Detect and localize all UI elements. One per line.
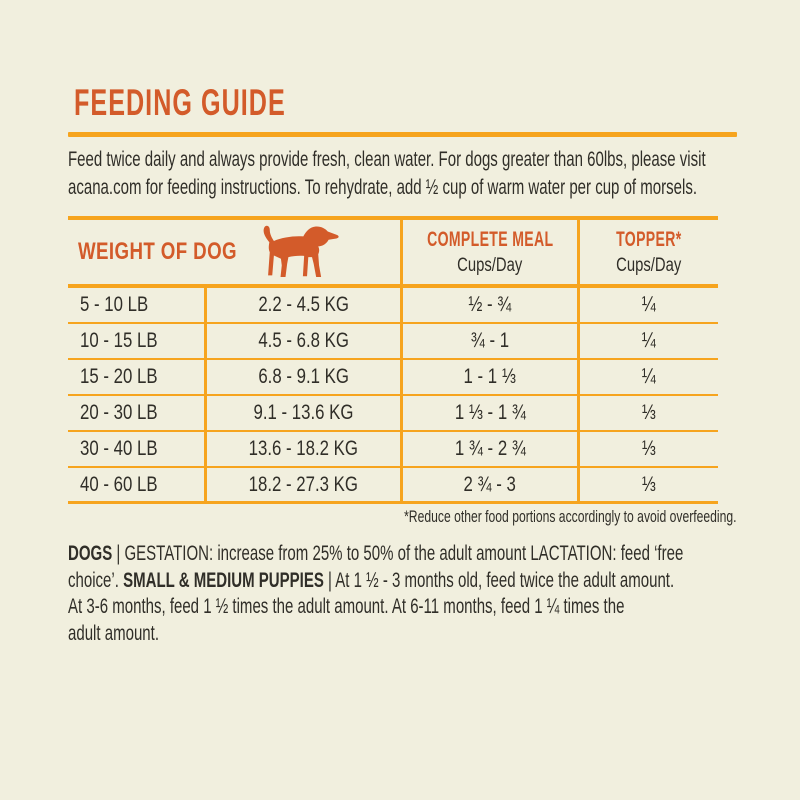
care-paragraph-line: choice’. SMALL & MEDIUM PUPPIES | At 1 ½… [68,568,675,592]
table-footnote: *Reduce other food portions accordingly … [404,507,737,526]
table-cell-kg: 4.5 - 6.8 KG [204,324,400,358]
table-cell-topper: ¼ [577,360,718,394]
table-cell-topper: ⅓ [577,396,718,430]
intro-line: Feed twice daily and always provide fres… [68,148,706,171]
complete-meal-unit: Cups/Day [457,254,523,276]
intro-line: acana.com for feeding instructions. To r… [68,175,697,199]
intro-text: Feed twice daily and always provide fres… [68,146,737,201]
care-paragraph-line: DOGS | GESTATION: increase from 25% to 5… [68,542,684,565]
table-cell-topper: ⅓ [577,432,718,466]
table-cell-topper: ¼ [577,324,718,358]
table-cell-lb: 10 - 15 LB [80,329,158,352]
table-cell-lb: 15 - 20 LB [80,365,158,388]
care-paragraph: DOGS | GESTATION: increase from 25% to 5… [68,541,737,647]
table-cell-meal: ¾ - 1 [400,324,577,358]
table-cell-topper: ⅓ [577,468,718,501]
table-cell-lb: 30 - 40 LB [80,437,158,460]
weight-of-dog-label: WEIGHT OF DOG [78,238,237,265]
table-cell-lb: 5 - 10 LB [80,293,149,316]
care-paragraph-line: adult amount. [68,621,159,645]
table-cell-lb: 20 - 30 LB [80,401,158,424]
table-cell-meal: 2 ¾ - 3 [400,468,577,501]
complete-meal-label: COMPLETE MEAL [426,227,554,251]
header-weight-of-dog: WEIGHT OF DOG [68,220,400,284]
table-cell-kg: 13.6 - 18.2 KG [204,432,400,466]
table-cell-kg: 2.2 - 4.5 KG [204,288,400,322]
table-header: WEIGHT OF DOG COMPLETE MEAL Cups/Day TOP… [68,216,718,288]
table-cell-meal: 1 ¾ - 2 ¾ [400,432,577,466]
table-cell-meal: ½ - ¾ [400,288,577,322]
topper-label: TOPPER* [616,227,682,251]
table-body: 5 - 10 LB 2.2 - 4.5 KG ½ - ¾ ¼ 10 - 15 LB 4.5… [68,288,718,504]
table-cell-meal: 1 - 1 ⅓ [400,360,577,394]
table-cell-kg: 9.1 - 13.6 KG [204,396,400,430]
feeding-table: WEIGHT OF DOG COMPLETE MEAL Cups/Day TOP… [68,216,718,504]
care-paragraph-line: At 3-6 months, feed 1 ½ times the adult … [68,595,625,618]
table-cell-meal: 1 ⅓ - 1 ¾ [400,396,577,430]
dog-silhouette-icon [263,225,339,278]
page-title: FEEDING GUIDE [74,82,385,124]
table-cell-kg: 6.8 - 9.1 KG [204,360,400,394]
page-title-text: FEEDING GUIDE [74,82,286,123]
table-cell-lb: 40 - 60 LB [80,472,158,496]
title-divider [68,132,737,137]
table-cell-kg: 18.2 - 27.3 KG [204,468,400,501]
topper-unit: Cups/Day [616,254,682,276]
header-complete-meal: COMPLETE MEAL Cups/Day [400,220,577,284]
header-topper: TOPPER* Cups/Day [577,220,718,284]
table-cell-topper: ¼ [577,288,718,322]
